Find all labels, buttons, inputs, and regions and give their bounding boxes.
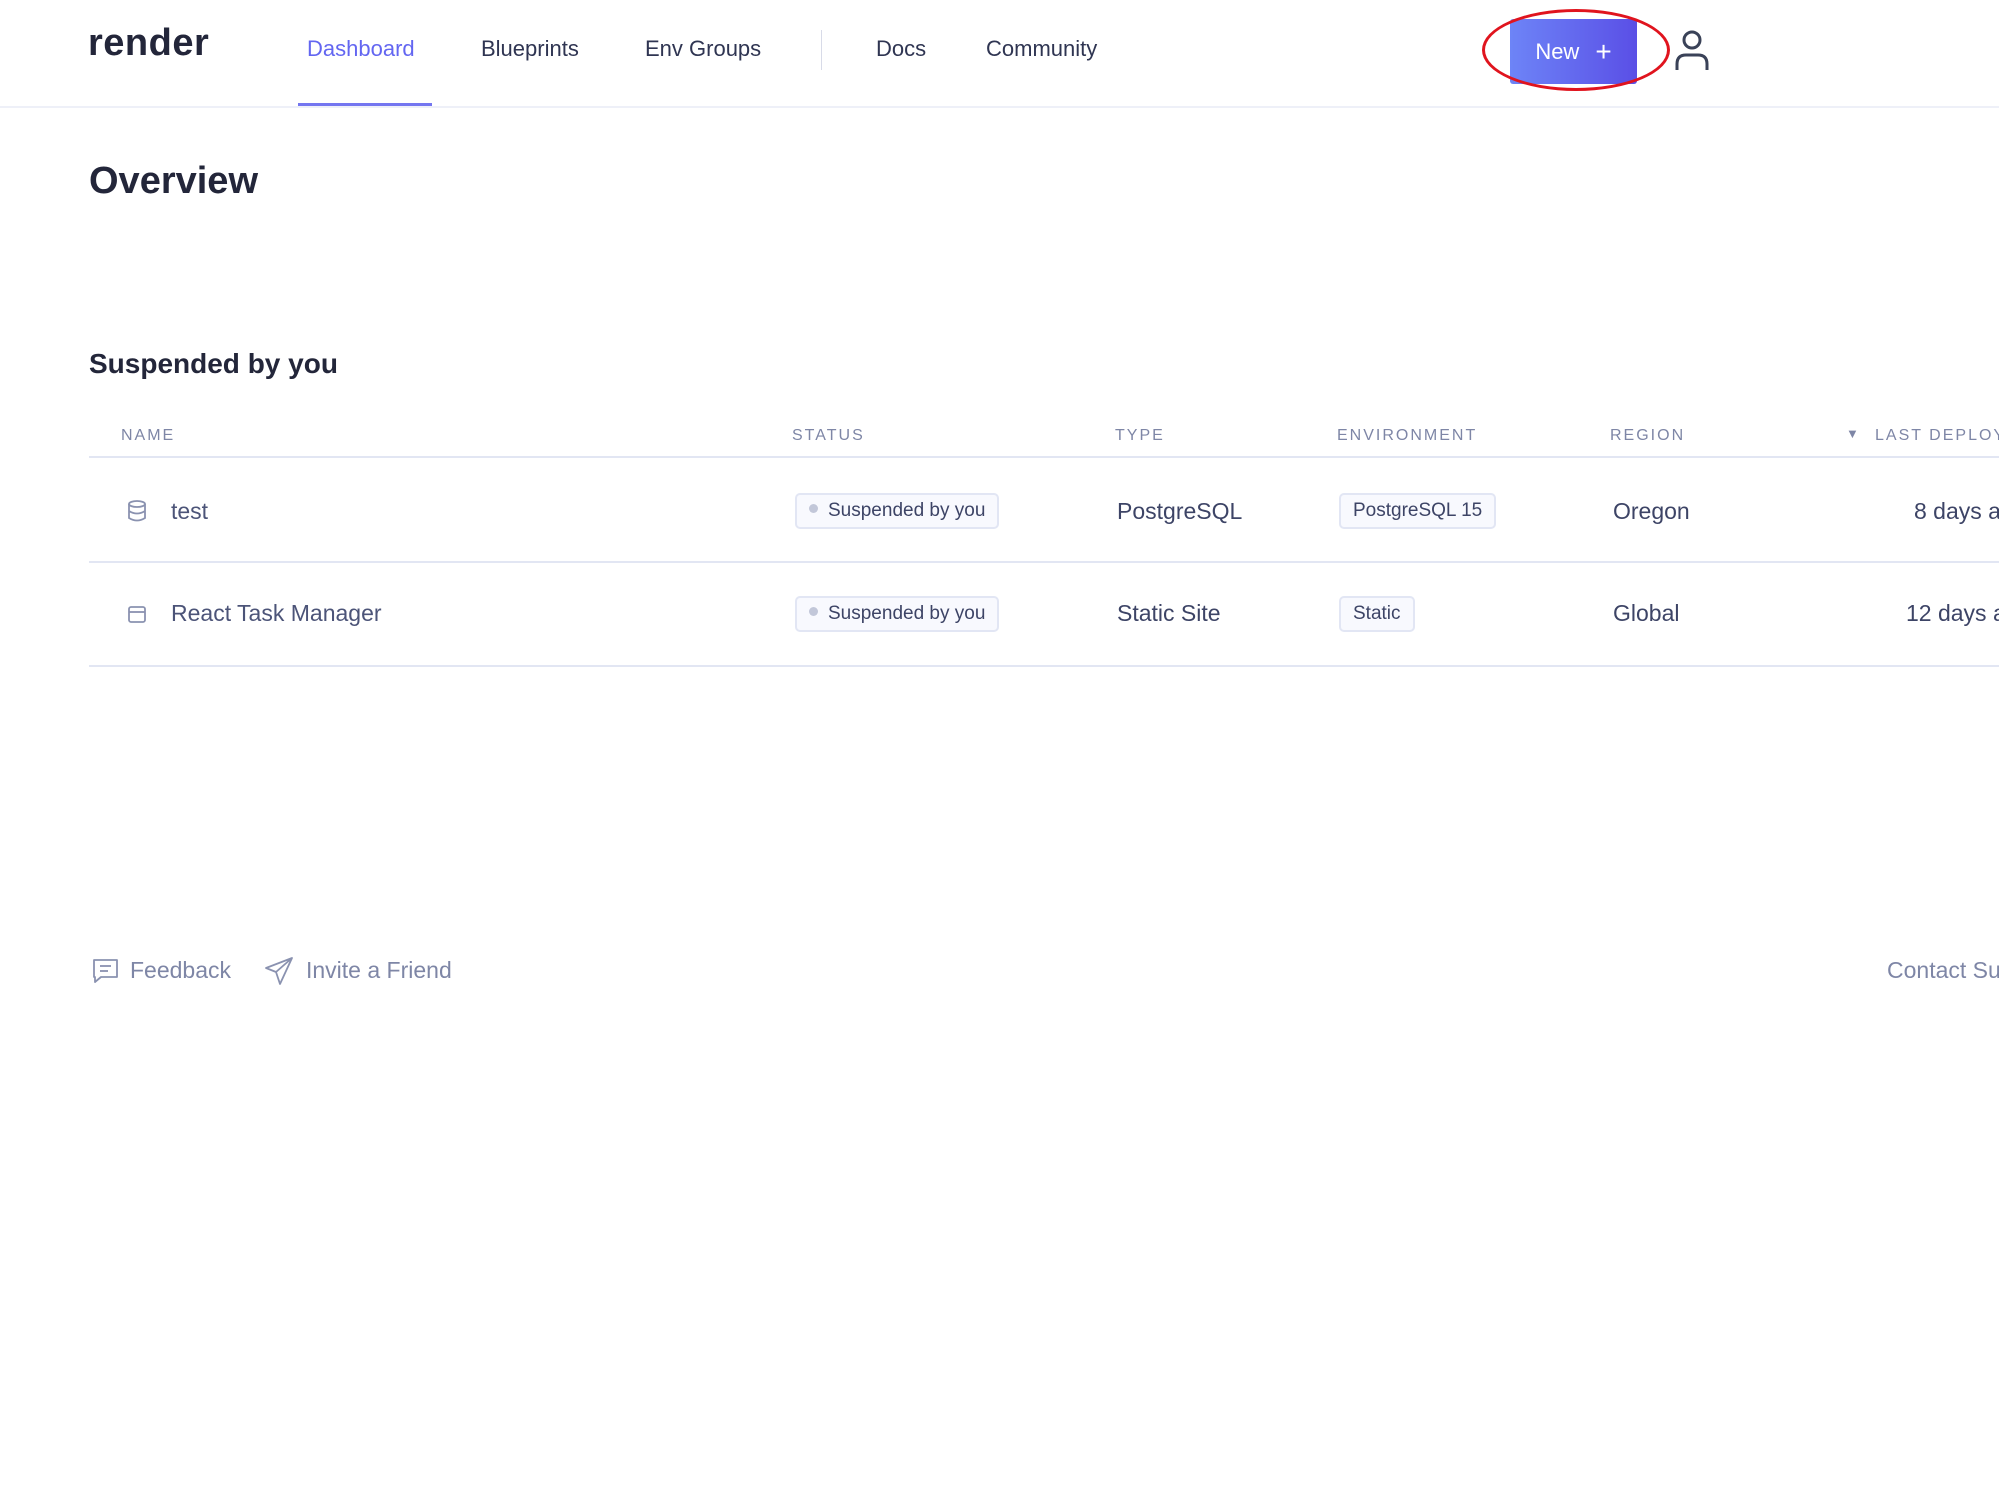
header-divider bbox=[89, 456, 1999, 458]
nav-community[interactable]: Community bbox=[986, 36, 1098, 61]
section-title: Suspended by you bbox=[89, 348, 338, 379]
region: Global bbox=[1613, 600, 1680, 626]
user-icon[interactable] bbox=[1672, 28, 1712, 72]
database-icon bbox=[128, 500, 146, 522]
render-logo[interactable]: render bbox=[88, 22, 210, 64]
service-name[interactable]: test bbox=[171, 498, 209, 524]
nav-env-groups[interactable]: Env Groups bbox=[645, 36, 762, 61]
send-icon[interactable] bbox=[264, 956, 294, 986]
top-nav: render Dashboard Blueprints Env Groups D… bbox=[0, 0, 1999, 108]
feedback-icon[interactable] bbox=[92, 958, 119, 984]
status-text: Suspended by you bbox=[828, 500, 986, 521]
contact-support-link[interactable]: Contact Su bbox=[1887, 957, 1999, 983]
nav-divider bbox=[821, 30, 822, 70]
service-type: PostgreSQL bbox=[1117, 498, 1243, 524]
service-name[interactable]: React Task Manager bbox=[171, 600, 382, 626]
column-header-type[interactable]: TYPE bbox=[1115, 427, 1165, 444]
sort-desc-icon[interactable]: ▼ bbox=[1846, 426, 1859, 441]
environment-badge: PostgreSQL 15 bbox=[1339, 493, 1497, 529]
invite-friend-link[interactable]: Invite a Friend bbox=[306, 957, 452, 983]
row-divider bbox=[89, 561, 1999, 563]
status-dot-icon bbox=[809, 504, 818, 514]
page-title: Overview bbox=[89, 160, 258, 202]
last-deploy: 12 days a bbox=[1906, 600, 1999, 626]
nav-docs[interactable]: Docs bbox=[876, 36, 927, 61]
region: Oregon bbox=[1613, 498, 1690, 524]
row-divider bbox=[89, 665, 1999, 667]
column-header-last-deploy[interactable]: LAST DEPLOY bbox=[1875, 427, 1999, 444]
nav-dashboard[interactable]: Dashboard bbox=[307, 36, 415, 61]
status-dot-icon bbox=[809, 607, 818, 617]
status-text: Suspended by you bbox=[828, 603, 986, 624]
column-header-name[interactable]: NAME bbox=[121, 427, 176, 444]
service-type: Static Site bbox=[1117, 600, 1221, 626]
status-badge: Suspended by you bbox=[795, 596, 1000, 632]
active-tab-indicator bbox=[298, 103, 432, 106]
static-site-icon bbox=[128, 606, 146, 623]
nav-blueprints[interactable]: Blueprints bbox=[481, 36, 579, 61]
status-badge: Suspended by you bbox=[795, 493, 1000, 529]
column-header-region[interactable]: REGION bbox=[1610, 427, 1686, 444]
last-deploy: 8 days a bbox=[1914, 498, 1999, 524]
column-header-status[interactable]: STATUS bbox=[792, 427, 865, 444]
feedback-link[interactable]: Feedback bbox=[130, 957, 232, 983]
annotation-circle bbox=[1482, 9, 1670, 91]
column-header-environment[interactable]: ENVIRONMENT bbox=[1337, 427, 1478, 444]
environment-badge: Static bbox=[1339, 596, 1415, 632]
